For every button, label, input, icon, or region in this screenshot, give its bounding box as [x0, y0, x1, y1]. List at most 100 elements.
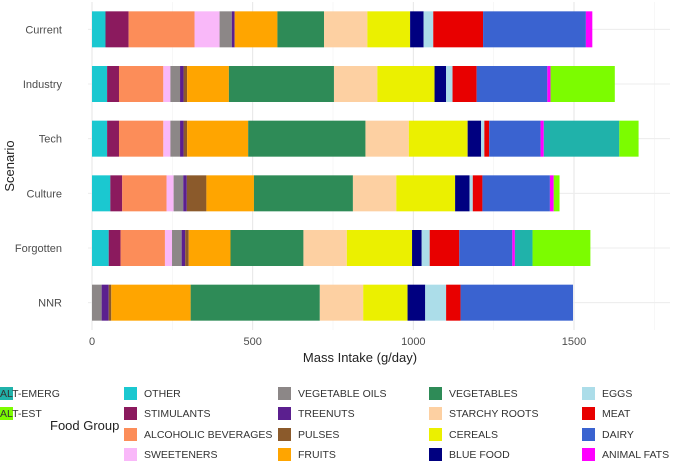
bar-segment-tech-treenuts — [180, 120, 184, 157]
bar-segment-forgotten-starchy-roots — [303, 230, 347, 266]
y-tick-label: Industry — [23, 79, 63, 91]
x-tick-label: 500 — [243, 336, 261, 348]
bar-segment-culture-vegetables — [253, 175, 353, 212]
bar-segment-culture-alt-est — [553, 175, 560, 212]
legend-swatch — [582, 407, 595, 420]
bar-segment-forgotten-meat — [429, 230, 460, 266]
bar-segment-tech-other — [92, 120, 108, 157]
bar-segment-culture-blue-food — [455, 175, 470, 212]
y-tick-label: Forgotten — [15, 243, 62, 255]
bar-segment-current-blue-food — [410, 11, 424, 48]
bar-segment-current-sweeteners — [194, 11, 220, 48]
legend-swatch — [582, 448, 595, 461]
bar-segment-current-eggs — [423, 11, 434, 48]
bar-segment-tech-animal-fats — [540, 120, 544, 157]
bar-segment-current-dairy — [483, 11, 586, 48]
legend-title: Food Group — [50, 418, 119, 433]
bar-segment-industry-meat — [452, 66, 477, 102]
legend-label: ALT-EST — [0, 408, 42, 420]
bar-segment-forgotten-vegetable-oils — [172, 230, 182, 266]
y-axis-label: Scenario — [2, 140, 17, 191]
legend-label: SWEETENERS — [144, 449, 218, 461]
legend-swatch — [124, 448, 137, 461]
bar-segment-culture-dairy — [482, 175, 550, 212]
legend-label: ANIMAL FATS — [602, 449, 669, 461]
bar-segment-culture-meat — [472, 175, 483, 212]
bar-segment-forgotten-blue-food — [412, 230, 422, 266]
legend-label: MEAT — [602, 408, 631, 420]
bar-segment-tech-starchy-roots — [365, 120, 409, 157]
bar-segment-industry-vegetable-oils — [170, 66, 181, 102]
bar-segment-forgotten-other — [92, 230, 109, 266]
bar-segment-industry-vegetables — [228, 66, 334, 102]
legend-label: ALT-EMERG — [0, 388, 60, 400]
bar-segment-nnr-cereals — [363, 284, 408, 321]
bar-segment-current-fruits — [234, 11, 278, 48]
legend-label: STARCHY ROOTS — [449, 408, 538, 420]
bar-segment-tech-alcoholic-beverages — [118, 120, 164, 157]
bar-segment-tech-eggs — [481, 120, 485, 157]
bar-segment-culture-pulses — [186, 175, 207, 212]
bar-segment-tech-cereals — [408, 120, 468, 157]
plot-area — [88, 2, 670, 330]
bar-segment-culture-starchy-roots — [352, 175, 397, 212]
x-tick-label: 1000 — [401, 336, 425, 348]
bar-segment-forgotten-alt-emerg — [514, 230, 533, 266]
bar-segment-industry-stimulants — [107, 66, 119, 102]
legend-swatch — [0, 407, 13, 420]
bar-segment-current-starchy-roots — [324, 11, 368, 48]
bar-segment-nnr-pulses — [108, 284, 112, 321]
legend-label: DAIRY — [602, 429, 634, 441]
bar-segment-forgotten-alt-est — [532, 230, 591, 266]
legend-swatch — [429, 387, 442, 400]
bar-segment-nnr-vegetable-oils — [92, 284, 102, 321]
bar-segment-forgotten-eggs — [421, 230, 430, 266]
legend-label: BLUE FOOD — [449, 449, 510, 461]
legend-label: STIMULANTS — [144, 408, 211, 420]
bar-segment-nnr-blue-food — [407, 284, 426, 321]
legend-label: ALCOHOLIC BEVERAGES — [144, 429, 272, 441]
bar-segment-current-other — [92, 11, 106, 48]
bar-segment-industry-alt-est — [550, 66, 615, 102]
bar-segment-nnr-dairy — [460, 284, 574, 321]
legend-swatch — [429, 448, 442, 461]
legend-label: VEGETABLES — [449, 388, 518, 400]
bar-segment-culture-sweeteners — [166, 175, 174, 212]
bar-segment-forgotten-alcoholic-beverages — [120, 230, 165, 266]
bar-segment-tech-sweeteners — [163, 120, 171, 157]
bar-segment-nnr-starchy-roots — [319, 284, 364, 321]
bar-segment-nnr-eggs — [425, 284, 447, 321]
bar-segment-current-stimulants — [105, 11, 129, 48]
bar-segment-tech-fruits — [187, 120, 249, 157]
legend-swatch — [429, 428, 442, 441]
bar-segment-nnr-vegetables — [190, 284, 320, 321]
x-tick-label: 1500 — [562, 336, 586, 348]
legend-label: VEGETABLE OILS — [298, 388, 387, 400]
bar-segment-tech-stimulants — [107, 120, 119, 157]
bar-segment-industry-dairy — [476, 66, 548, 102]
legend-label: OTHER — [144, 388, 181, 400]
bar-segment-nnr-fruits — [111, 284, 191, 321]
legend-label: EGGS — [602, 388, 632, 400]
bar-segment-forgotten-dairy — [459, 230, 513, 266]
y-axis-ticks: Current Industry Tech Culture Forgotten NNR — [15, 24, 63, 309]
bar-segment-culture-vegetable-oils — [173, 175, 184, 212]
bar-segment-tech-alt-est — [619, 120, 639, 157]
x-axis-label: Mass Intake (g/day) — [303, 350, 417, 365]
bar-segment-forgotten-vegetables — [230, 230, 304, 266]
bar-segment-forgotten-sweeteners — [164, 230, 173, 266]
y-tick-label: Tech — [39, 134, 62, 146]
bar-segment-industry-eggs — [446, 66, 453, 102]
x-tick-label: 0 — [89, 336, 95, 348]
x-axis-ticks: 0 500 1000 1500 — [89, 336, 586, 348]
bar-segment-current-alcoholic-beverages — [128, 11, 195, 48]
bar-segment-forgotten-cereals — [346, 230, 413, 266]
bar-segment-tech-dairy — [489, 120, 541, 157]
legend-label: FRUITS — [298, 449, 336, 461]
y-tick-label: Current — [25, 24, 62, 36]
bar-segment-culture-eggs — [469, 175, 473, 212]
bar-segment-current-vegetables — [277, 11, 325, 48]
legend: OTHER STIMULANTS ALCOHOLIC BEVERAGES SWEETE… — [0, 387, 669, 461]
bar-segment-tech-alt-emerg — [543, 120, 620, 157]
